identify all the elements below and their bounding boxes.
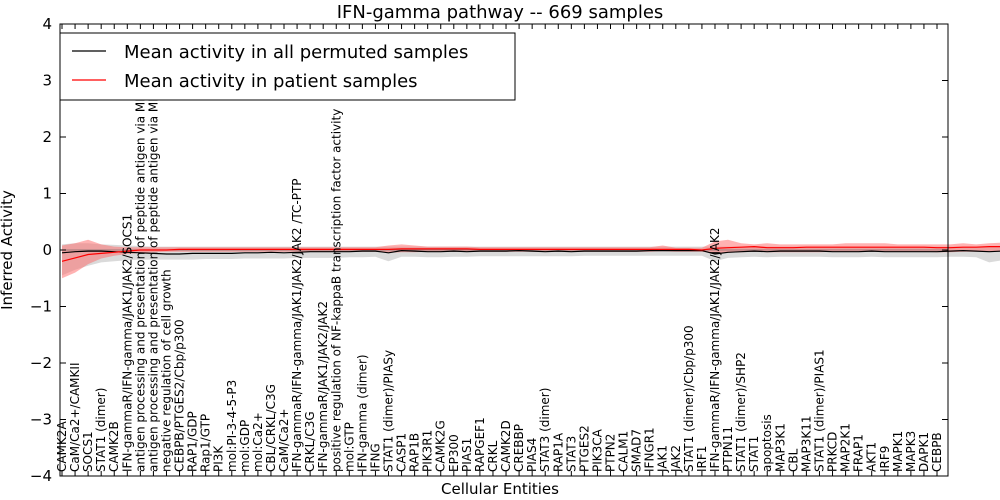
- x-tick-label: CaM/Ca2+: [277, 408, 291, 472]
- x-tick-label: CALM1: [617, 431, 631, 472]
- x-tick-label: CAMK2G: [434, 420, 448, 472]
- y-axis-ticks: 4 3 2 1 0 −1 −2 −3 −4: [30, 15, 948, 485]
- x-tick-label: STAT3: [564, 436, 578, 472]
- x-tick-label: mol:PI-3-4-5-P3: [225, 380, 239, 472]
- y-tick-label: −2: [30, 354, 52, 372]
- x-tick-label: IRF9: [878, 446, 892, 472]
- x-tick-label: CAMK2D: [499, 420, 513, 472]
- x-tick-label: CBL/CRKL/C3G: [264, 384, 278, 472]
- x-axis-ticks: [61, 24, 938, 476]
- x-tick-label: antigen processing and presentation of p…: [133, 43, 147, 472]
- x-tick-label: RAP1/GDP: [186, 411, 200, 472]
- x-tick-label: PIAS1: [460, 438, 474, 472]
- y-tick-label: −4: [30, 467, 52, 485]
- x-tick-label: PIK3R1: [421, 430, 435, 472]
- x-tick-label: SMAD7: [630, 429, 644, 472]
- y-tick-label: 4: [42, 15, 52, 33]
- y-tick-label: 3: [42, 72, 52, 90]
- x-tick-label: RAPGEF1: [473, 417, 487, 472]
- x-tick-label: IFN-gammaR/IFN-gamma/JAK1/JAK2/JAK2 /TC-…: [290, 178, 304, 472]
- x-tick-label: IFN-gammaR/IFN-gamma/JAK1/JAK2/JAK2: [708, 227, 722, 472]
- x-tick-label: CEBPB: [930, 432, 944, 472]
- x-tick-label: CRKL: [486, 440, 500, 472]
- x-tick-label: MAP2K1: [839, 423, 853, 472]
- x-tick-label: apoptosis: [760, 414, 774, 472]
- x-tick-label: STAT1 (dimer)/PIAS1: [813, 349, 827, 472]
- x-tick-label: CEBPB/PTGES2/Cbp/p300: [173, 319, 187, 472]
- x-tick-label: AKT1: [865, 442, 879, 472]
- x-tick-label: STAT3 (dimer): [538, 388, 552, 472]
- x-tick-label: EP300: [447, 434, 461, 472]
- x-tick-label: mol:GDP: [238, 420, 252, 472]
- x-tick-label: SOCS1: [81, 431, 95, 472]
- x-tick-label: MAPK1: [891, 431, 905, 472]
- y-axis-label: Inferred Activity: [0, 190, 16, 310]
- x-tick-label: STAT1 (dimer): [94, 388, 108, 472]
- series-line-patient: [61, 245, 1000, 262]
- x-tick-labels: CAMK2A CaM/Ca2+/CAMKII SOCS1 STAT1 (dimer) C…: [55, 40, 944, 473]
- x-tick-label: Rap1/GTP: [199, 414, 213, 472]
- x-tick-label: CREBBP: [512, 424, 526, 472]
- x-tick-label: PRKCD: [826, 432, 840, 472]
- x-tick-label: CRKL/C3G: [303, 411, 317, 472]
- x-tick-label: PTPN2: [604, 434, 618, 472]
- x-tick-label: IFN-gamma (dimer): [355, 354, 369, 472]
- x-tick-label: mol:GTP: [342, 422, 356, 472]
- x-tick-label: IFN-gammaR/JAK1/JAK2/JAK2: [316, 301, 330, 472]
- x-tick-label: CaM/Ca2+/CAMKII: [68, 363, 82, 472]
- x-tick-label: CBL: [786, 448, 800, 472]
- x-tick-label: IFNG: [368, 443, 382, 472]
- y-tick-label: −3: [30, 411, 52, 429]
- x-tick-label: CAMK2B: [107, 421, 121, 472]
- x-tick-label: mol:Ca2+: [251, 412, 265, 472]
- legend: Mean activity in all permuted samples Me…: [59, 32, 516, 101]
- y-tick-label: −1: [30, 298, 52, 316]
- x-tick-label: CASP1: [395, 433, 409, 472]
- legend-label-permuted: Mean activity in all permuted samples: [124, 42, 468, 63]
- y-tick-label: 1: [42, 185, 52, 203]
- chart-title: IFN-gamma pathway -- 669 samples: [337, 2, 664, 23]
- x-axis-label: Cellular Entities: [441, 480, 559, 498]
- x-tick-label: JAK1: [656, 445, 670, 473]
- x-tick-label: MAP3K1: [773, 423, 787, 472]
- x-tick-label: positive regulation of NF-kappaB transcr…: [329, 109, 343, 472]
- x-tick-label: negative regulation of cell growth: [160, 269, 174, 472]
- x-tick-label: CAMK2A: [55, 421, 69, 472]
- x-tick-label: MAP3K11: [799, 415, 813, 472]
- legend-label-patient: Mean activity in patient samples: [124, 71, 418, 92]
- x-tick-label: antigen processing and presentation of p…: [146, 40, 160, 472]
- x-tick-label: STAT1 (dimer)/SHP2: [734, 352, 748, 472]
- x-tick-label: FRAP1: [852, 434, 866, 472]
- series-line-permuted: [61, 249, 1000, 255]
- x-tick-label: STAT1 (dimer)/Cbp/p300: [682, 325, 696, 472]
- x-tick-label: MAPK3: [904, 431, 918, 472]
- x-tick-label: PTPN11: [721, 426, 735, 472]
- x-tick-label: IRF1: [695, 446, 709, 472]
- x-tick-label: PIAS4: [525, 438, 539, 472]
- series-lines: [61, 245, 1000, 262]
- x-tick-label: PI3K: [212, 445, 226, 472]
- x-tick-label: PTGES2: [577, 425, 591, 472]
- x-tick-label: JAK2: [669, 445, 683, 473]
- x-tick-label: STAT1: [747, 436, 761, 472]
- x-tick-label: DAPK1: [917, 432, 931, 472]
- x-tick-label: IFNGR1: [643, 427, 657, 472]
- x-tick-label: RAP1B: [408, 433, 422, 472]
- y-tick-label: 0: [42, 241, 52, 259]
- x-tick-label: RAP1A: [551, 432, 565, 472]
- x-tick-label: IFN-gammaR/IFN-gamma/JAK1/JAK2/SOCS1: [120, 214, 134, 472]
- legend-box: [59, 32, 516, 101]
- x-tick-label: PIK3CA: [590, 428, 604, 472]
- x-tick-label: STAT1 (dimer)/PIASy: [382, 350, 396, 472]
- y-tick-label: 2: [42, 128, 52, 146]
